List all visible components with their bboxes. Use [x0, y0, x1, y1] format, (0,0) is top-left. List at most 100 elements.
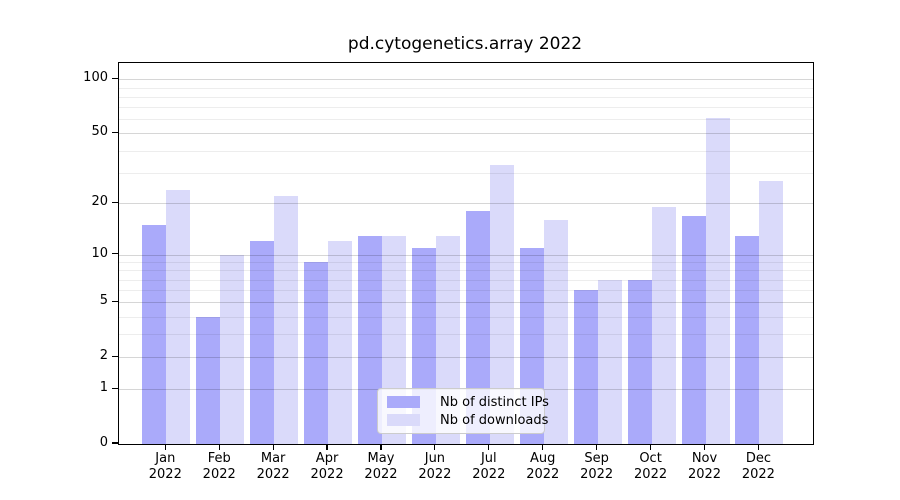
- x-tick-label-jul: Jul 2022: [462, 451, 516, 483]
- y-tick-label-2: 2: [99, 348, 108, 364]
- x-tick-jul: [488, 444, 490, 450]
- bar-distinct-ips-sep: [573, 290, 598, 444]
- x-tick-month-sep: Sep: [584, 451, 609, 466]
- x-tick-year-oct: 2022: [634, 467, 668, 482]
- bar-downloads-sep: [597, 279, 622, 444]
- bar-distinct-ips-dec: [735, 235, 760, 444]
- x-tick-month-dec: Dec: [745, 451, 771, 466]
- plot-canvas: [119, 63, 813, 444]
- x-tick-label-jun: Jun 2022: [408, 451, 462, 483]
- y-tick-label-50: 50: [91, 124, 108, 140]
- x-tick-year-mar: 2022: [256, 467, 290, 482]
- minor-gridline-y-40: [119, 150, 813, 152]
- gridline-y-100: [119, 79, 813, 81]
- bar-distinct-ips-oct: [627, 279, 652, 444]
- legend-label-distinct-ips: Nb of distinct IPs: [440, 394, 549, 410]
- x-tick-month-mar: Mar: [260, 451, 286, 466]
- x-tick-feb: [218, 444, 220, 450]
- plot-area: [118, 62, 814, 445]
- minor-gridline-y-7: [119, 279, 813, 281]
- x-tick-year-nov: 2022: [687, 467, 722, 482]
- x-tick-aug: [542, 444, 544, 450]
- x-tick-label-mar: Mar 2022: [246, 451, 300, 483]
- bar-downloads-mar: [274, 196, 299, 444]
- x-tick-label-may: May 2022: [354, 451, 408, 483]
- y-tick-0: [112, 442, 118, 444]
- bar-downloads-dec: [759, 180, 784, 444]
- legend-swatch-distinct-ips-icon: [387, 396, 420, 408]
- minor-gridline-y-30: [119, 172, 813, 174]
- bar-distinct-ips-nov: [681, 215, 706, 444]
- gridline-y-20: [119, 203, 813, 205]
- x-tick-label-feb: Feb 2022: [192, 451, 246, 483]
- x-tick-year-apr: 2022: [310, 467, 344, 482]
- minor-gridline-y-70: [119, 107, 813, 109]
- x-tick-may: [380, 444, 382, 450]
- x-tick-month-jun: Jun: [424, 451, 446, 466]
- legend-entry-distinct-ips: Nb of distinct IPs: [387, 395, 549, 410]
- x-tick-year-jun: 2022: [418, 467, 452, 482]
- minor-gridline-y-3: [119, 334, 813, 336]
- x-tick-oct: [649, 444, 652, 450]
- x-tick-month-aug: Aug: [530, 451, 556, 466]
- legend: Nb of distinct IPs Nb of downloads: [377, 388, 549, 434]
- x-tick-year-aug: 2022: [526, 467, 560, 482]
- legend-label-downloads: Nb of downloads: [440, 412, 549, 428]
- minor-gridline-y-80: [119, 96, 813, 98]
- x-tick-year-dec: 2022: [741, 467, 775, 482]
- bar-downloads-aug: [543, 220, 568, 444]
- x-tick-month-apr: Apr: [315, 451, 339, 466]
- minor-gridline-y-9: [119, 262, 813, 264]
- y-tick-20: [112, 201, 118, 204]
- x-tick-label-sep: Sep 2022: [570, 451, 624, 483]
- bar-distinct-ips-apr: [304, 262, 329, 444]
- y-tick-label-0: 0: [99, 435, 108, 450]
- x-tick-year-sep: 2022: [580, 467, 614, 482]
- x-tick-month-jul: Jul: [480, 451, 497, 466]
- x-tick-month-jan: Jan: [155, 451, 176, 466]
- x-tick-year-jul: 2022: [472, 467, 506, 482]
- y-tick-2: [112, 355, 118, 357]
- x-tick-dec: [757, 444, 759, 450]
- x-tick-sep: [596, 444, 598, 450]
- minor-gridline-y-6: [119, 290, 813, 292]
- bar-downloads-apr: [328, 241, 353, 444]
- x-tick-label-dec: Dec 2022: [731, 451, 785, 483]
- x-tick-year-may: 2022: [364, 467, 398, 482]
- x-tick-mar: [272, 444, 274, 450]
- gridline-y-50: [119, 133, 813, 135]
- bar-distinct-ips-jan: [142, 224, 167, 444]
- legend-swatch-downloads-icon: [387, 414, 420, 426]
- gridline-y-5: [119, 302, 813, 304]
- x-tick-label-apr: Apr 2022: [300, 451, 354, 483]
- y-tick-1: [112, 387, 118, 389]
- bar-downloads-oct: [651, 207, 676, 444]
- bar-downloads-feb: [220, 254, 245, 444]
- x-tick-label-jan: Jan 2022: [138, 451, 192, 483]
- x-tick-month-oct: Oct: [639, 451, 662, 466]
- y-tick-label-10: 10: [91, 245, 108, 261]
- x-tick-month-feb: Feb: [207, 451, 231, 466]
- y-tick-50: [112, 131, 118, 133]
- y-tick-10: [112, 252, 118, 255]
- bar-downloads-jan: [166, 189, 191, 444]
- y-tick-5: [112, 300, 118, 303]
- x-tick-jun: [434, 444, 436, 450]
- gridline-y-2: [119, 357, 813, 359]
- legend-entry-downloads: Nb of downloads: [387, 413, 548, 428]
- gridline-y-10: [119, 254, 813, 256]
- y-tick-label-100: 100: [83, 70, 108, 86]
- minor-gridline-y-90: [119, 87, 813, 89]
- x-tick-month-nov: Nov: [691, 451, 718, 466]
- bar-downloads-nov: [705, 117, 730, 444]
- x-tick-label-oct: Oct 2022: [624, 451, 678, 483]
- bar-distinct-ips-mar: [250, 241, 275, 444]
- x-tick-year-feb: 2022: [202, 467, 236, 482]
- bar-distinct-ips-feb: [196, 316, 221, 444]
- y-tick-label-20: 20: [91, 194, 108, 210]
- x-tick-nov: [703, 444, 706, 450]
- x-tick-month-may: May: [367, 451, 395, 466]
- x-tick-label-nov: Nov 2022: [678, 451, 732, 483]
- y-tick-label-1: 1: [99, 380, 108, 396]
